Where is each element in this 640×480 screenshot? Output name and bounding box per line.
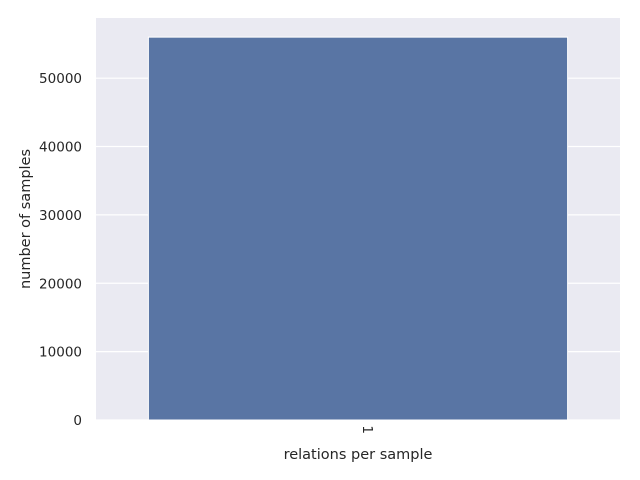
y-tick-label: 20000 bbox=[39, 276, 82, 292]
y-tick-label: 10000 bbox=[39, 345, 82, 361]
x-tick-label: 1 bbox=[359, 425, 375, 434]
y-tick-label: 40000 bbox=[39, 140, 82, 156]
y-tick-label: 30000 bbox=[39, 208, 82, 224]
y-axis-label: number of samples bbox=[18, 149, 34, 289]
x-tick-labels: 1 bbox=[359, 425, 375, 434]
x-axis-label: relations per sample bbox=[284, 447, 433, 463]
bars bbox=[147, 36, 569, 421]
bar bbox=[147, 36, 569, 421]
y-tick-label: 0 bbox=[73, 413, 82, 429]
y-tick-labels: 0 10000 20000 30000 40000 50000 bbox=[39, 71, 82, 429]
y-tick-label: 50000 bbox=[39, 71, 82, 87]
